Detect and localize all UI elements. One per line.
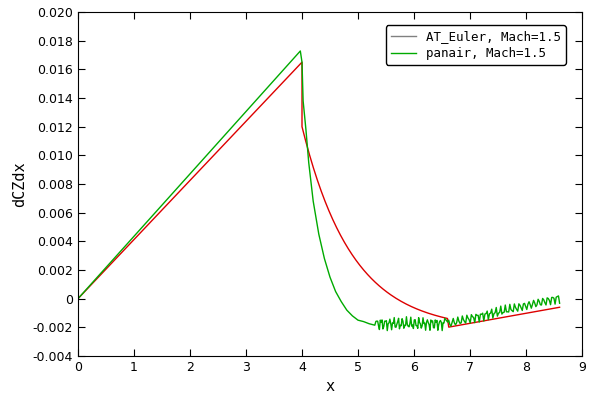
- AT_Euler, Mach=1.5: [530, 310, 538, 314]
- Line: panair, Mach=1.5: panair, Mach=1.5: [78, 51, 560, 331]
- panair, Mach=1.5: [458, 320, 465, 325]
- AT_Euler, Mach=1.5: [326, 211, 334, 216]
- panair, Mach=1.5: [202, 154, 209, 159]
- panair, Mach=1.5: [416, 320, 423, 325]
- AT_Euler, Mach=1.5: [498, 315, 505, 320]
- Line: AT_Euler, Mach=1.5: AT_Euler, Mach=1.5: [78, 62, 560, 327]
- Y-axis label: dCZdx: dCZdx: [12, 161, 27, 207]
- AT_Euler, Mach=1.5: [298, 60, 305, 64]
- AT_Euler, Mach=1.5: [340, 238, 347, 242]
- AT_Euler, Mach=1.5: [435, 314, 442, 319]
- panair, Mach=1.5: [529, 302, 536, 307]
- panair, Mach=1.5: [74, 296, 82, 301]
- X-axis label: x: x: [325, 380, 335, 394]
- AT_Euler, Mach=1.5: [476, 319, 483, 324]
- panair, Mach=1.5: [121, 244, 128, 249]
- AT_Euler, Mach=1.5: [445, 325, 452, 330]
- panair, Mach=1.5: [556, 301, 563, 306]
- panair, Mach=1.5: [297, 48, 304, 53]
- AT_Euler, Mach=1.5: [74, 296, 82, 301]
- panair, Mach=1.5: [437, 318, 444, 323]
- panair, Mach=1.5: [383, 328, 391, 333]
- AT_Euler, Mach=1.5: [556, 305, 563, 310]
- Legend: AT_Euler, Mach=1.5, panair, Mach=1.5: AT_Euler, Mach=1.5, panair, Mach=1.5: [386, 25, 566, 65]
